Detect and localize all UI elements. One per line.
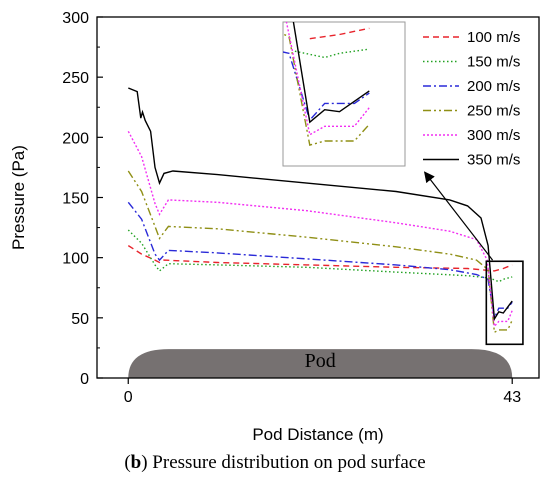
inset-series-line-5 (285, 22, 370, 136)
y-tick-label: 200 (62, 130, 89, 147)
inset-series-line-6 (292, 22, 370, 124)
caption-text: ) Pressure distribution on pod surface (141, 452, 426, 473)
series-line-5 (127, 130, 513, 328)
x-tick-label: 0 (124, 389, 133, 406)
caption-label: b (130, 452, 142, 473)
inset-series-line-2 (294, 48, 370, 59)
y-tick-label: 150 (62, 191, 89, 208)
series-line-4 (127, 170, 513, 334)
tick-layer: 0 50 100 150 200 250 300 0 43 (62, 10, 521, 406)
series-line-2 (127, 229, 513, 283)
y-axis-label: Pressure (Pa) (9, 145, 28, 250)
series-line-1 (127, 245, 513, 272)
series-line-6 (128, 87, 513, 322)
inset-series-line-1 (309, 27, 370, 40)
y-tick-label: 0 (80, 371, 89, 388)
y-tick-label: 300 (62, 10, 89, 27)
legend-label-2: 150 m/s (467, 54, 520, 71)
legend-label-4: 250 m/s (467, 103, 520, 120)
legend-label-3: 200 m/s (467, 78, 520, 95)
inset-series-group (283, 22, 370, 146)
zoom-box (485, 260, 524, 346)
y-tick-label: 100 (62, 251, 89, 268)
legend-label-5: 300 m/s (467, 127, 520, 144)
y-tick-label: 250 (62, 70, 89, 87)
legend-label-1: 100 m/s (467, 29, 520, 46)
zoom-arrow (423, 171, 494, 261)
inset-frame (282, 21, 406, 167)
inset-plot (282, 21, 406, 167)
legend-label-6: 350 m/s (467, 152, 520, 169)
figure-caption: (b) Pressure distribution on pod surface (124, 452, 426, 473)
inset-series-line-4 (283, 33, 370, 146)
pod-label: Pod (305, 350, 336, 372)
series-line-3 (127, 201, 513, 321)
inset-series-line-3 (283, 51, 370, 122)
pressure-chart: Pod 0 50 100 150 200 250 300 0 43 Pod Distance (… (9, 10, 540, 444)
plot-layer: Pod (127, 87, 524, 378)
x-axis-label: Pod Distance (m) (252, 425, 383, 444)
x-tick-label: 43 (503, 389, 521, 406)
pod-shape (128, 349, 513, 378)
legend: 100 m/s 150 m/s 200 m/s 250 m/s 300 m/s 350 m… (423, 29, 520, 169)
y-tick-label: 50 (71, 311, 89, 328)
